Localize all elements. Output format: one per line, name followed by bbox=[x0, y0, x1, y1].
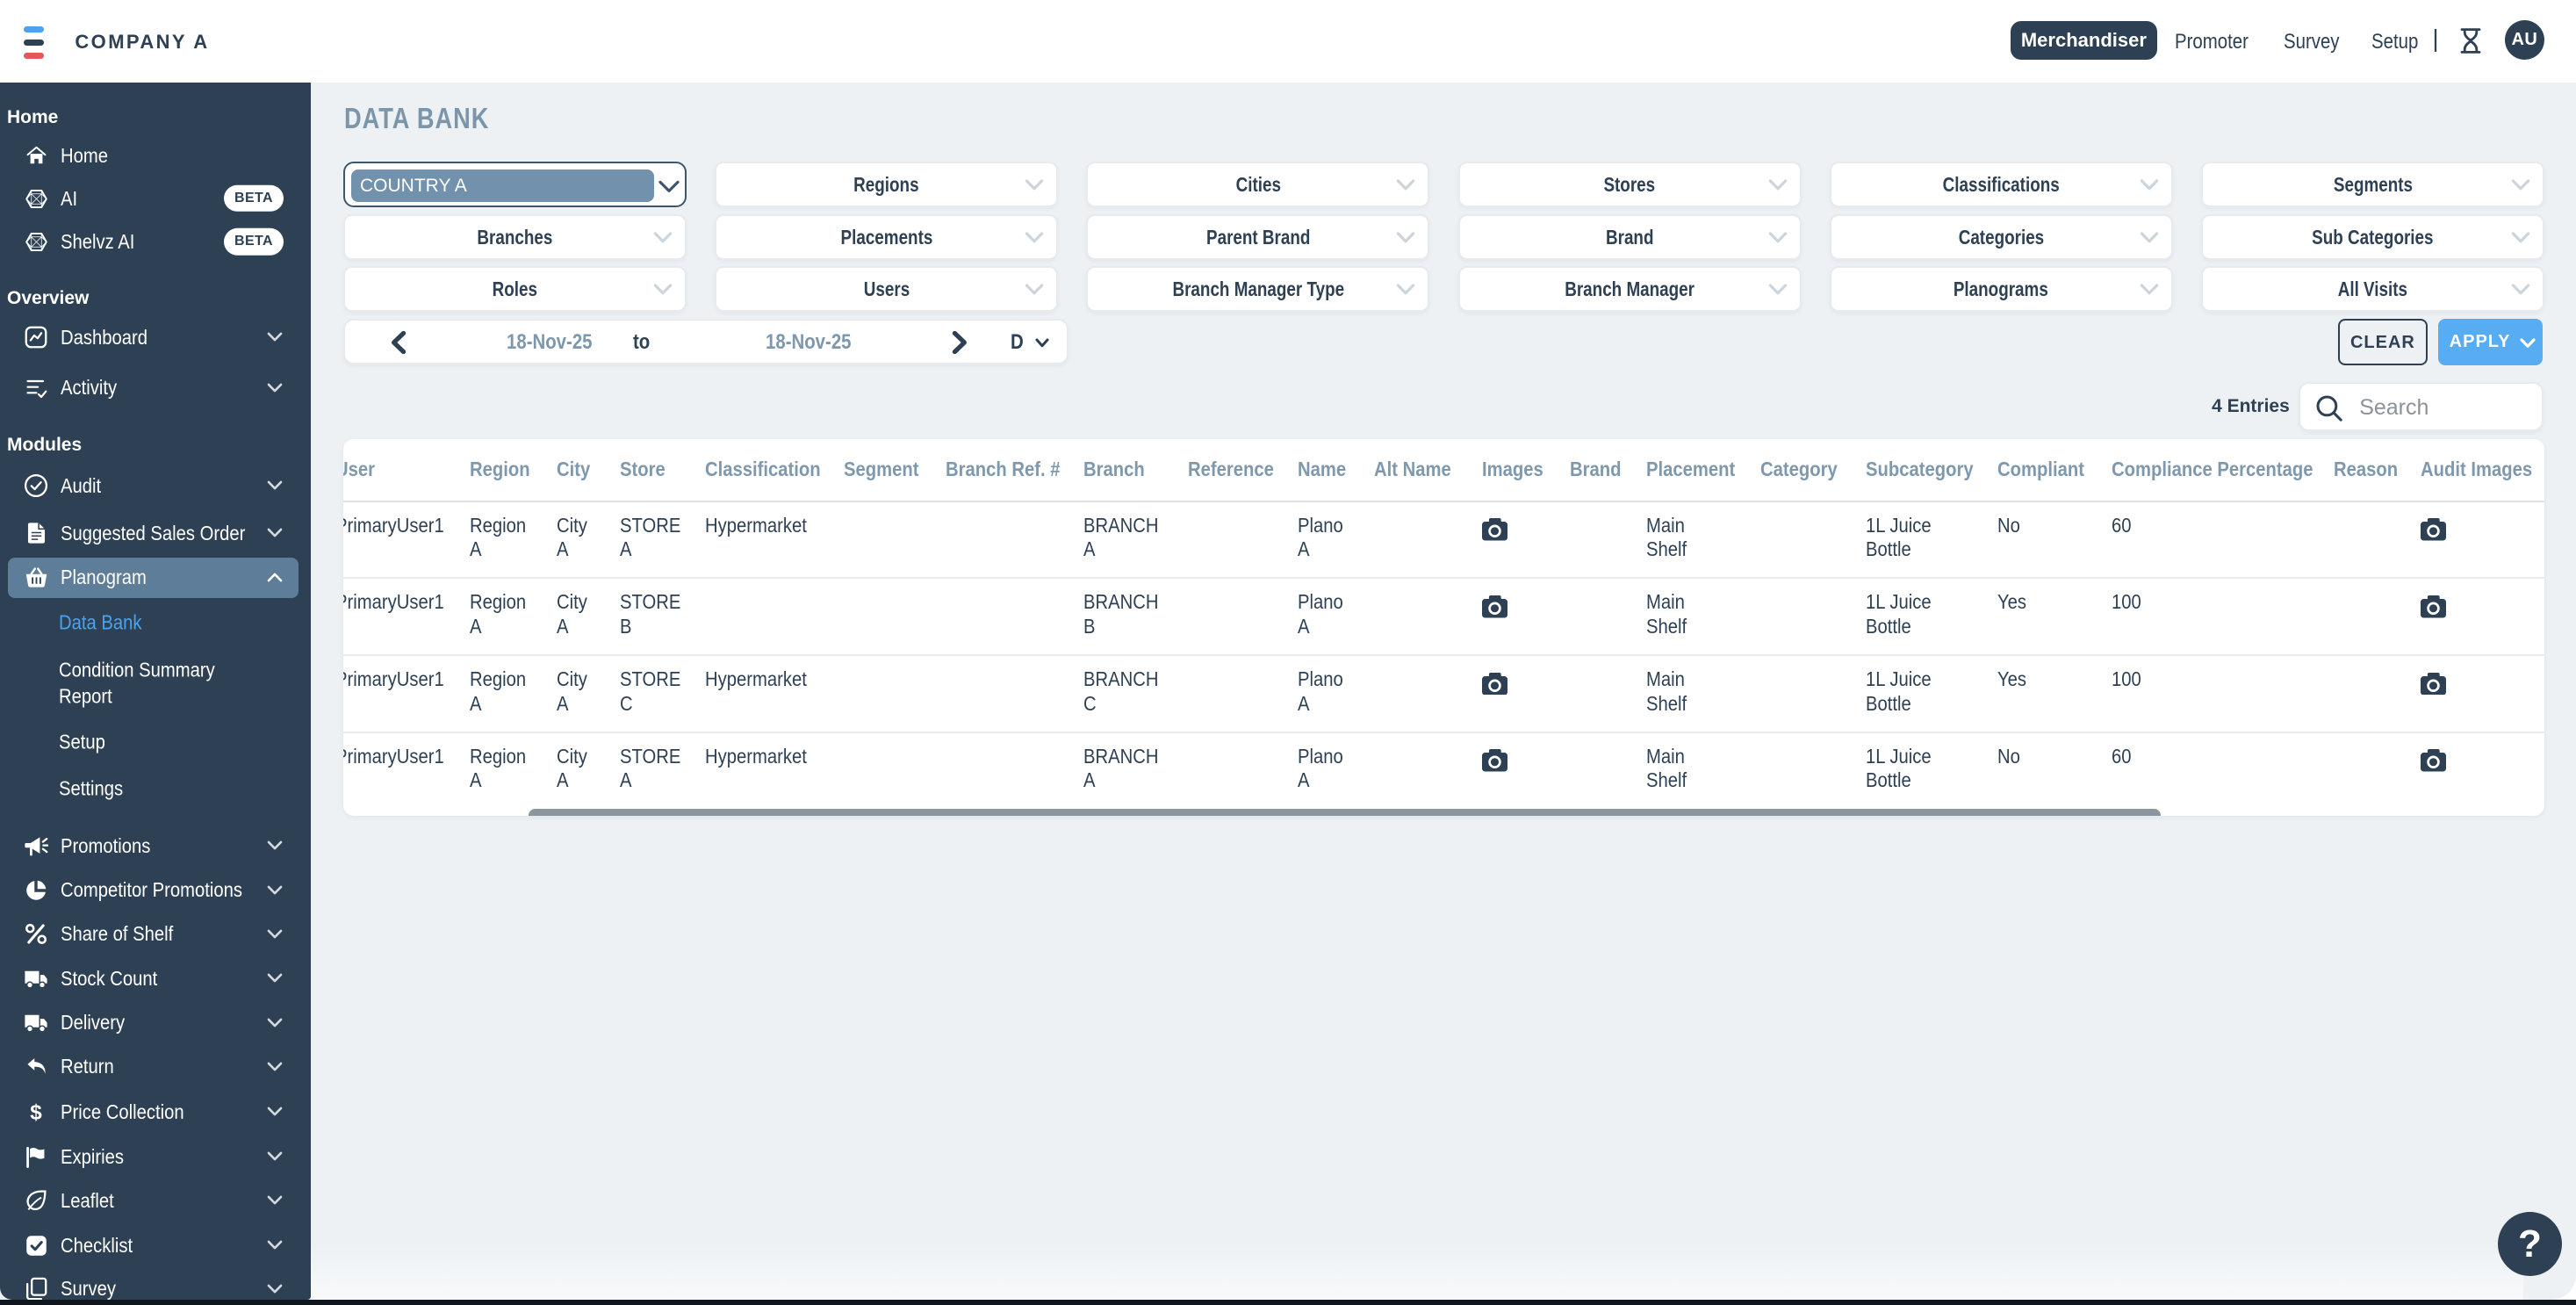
svg-text:$: $ bbox=[30, 1101, 42, 1123]
